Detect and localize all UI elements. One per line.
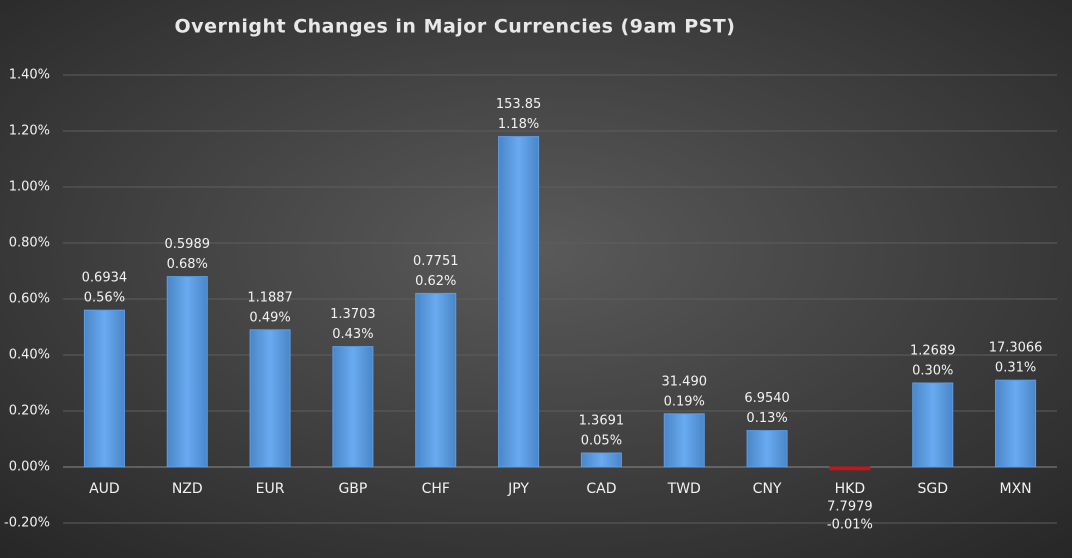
value-label: -0.01% (827, 518, 873, 533)
y-tick-label: 1.00% (9, 180, 50, 195)
y-tick-label: 1.20% (9, 124, 50, 139)
y-tick-label: -0.20% (4, 516, 50, 531)
x-tick-label: MXN (1000, 481, 1032, 497)
value-label: 0.05% (581, 434, 622, 449)
value-label: 0.56% (84, 291, 125, 306)
x-tick-label: EUR (256, 481, 285, 497)
value-label: 1.18% (498, 117, 539, 132)
x-tick-label: AUD (89, 481, 120, 497)
bar (912, 382, 954, 468)
rate-label: 0.5989 (165, 237, 211, 252)
value-label: 0.31% (995, 361, 1036, 376)
bar (995, 379, 1037, 468)
value-label: 0.30% (912, 364, 953, 379)
bar (332, 346, 374, 468)
rate-label: 0.7751 (413, 254, 459, 269)
y-tick-label: 0.40% (9, 348, 50, 363)
x-tick-label: CNY (753, 481, 782, 497)
x-tick-label: NZD (172, 481, 203, 497)
y-tick-label: 0.20% (9, 404, 50, 419)
y-tick-label: 1.40% (9, 68, 50, 83)
bar (829, 466, 871, 471)
rate-label: 31.490 (662, 374, 708, 389)
value-label: 0.49% (249, 310, 290, 325)
x-tick-label: TWD (667, 481, 701, 497)
bar (83, 309, 125, 468)
value-label: 0.68% (167, 257, 208, 272)
y-tick-label: 0.80% (9, 236, 50, 251)
rate-label: 1.2689 (910, 344, 956, 359)
x-tick-label: GBP (338, 481, 367, 497)
value-label: 0.19% (664, 394, 705, 409)
bar (415, 292, 457, 468)
bar (663, 413, 705, 468)
value-label: 0.13% (746, 411, 787, 426)
rate-label: 1.3703 (330, 307, 376, 322)
y-tick-label: 0.60% (9, 292, 50, 307)
value-label: 0.62% (415, 274, 456, 289)
rate-label: 1.1887 (247, 290, 293, 305)
rate-label: 153.85 (496, 97, 542, 112)
x-tick-label: SGD (917, 481, 948, 497)
chart-title: Overnight Changes in Major Currencies (9… (175, 16, 736, 38)
rate-label: 0.6934 (82, 271, 128, 286)
bar (498, 136, 540, 468)
x-tick-label: CHF (422, 481, 450, 497)
bar (746, 430, 788, 468)
x-tick-label: JPY (507, 481, 529, 497)
x-tick-label: HKD (835, 481, 866, 497)
rate-label: 7.7979 (827, 500, 873, 515)
rate-label: 17.3066 (989, 341, 1043, 356)
rate-label: 1.3691 (579, 414, 625, 429)
y-tick-label: 0.00% (9, 460, 50, 475)
rate-label: 6.9540 (744, 391, 790, 406)
bar (166, 276, 208, 468)
value-label: 0.43% (332, 327, 373, 342)
bar (580, 452, 622, 468)
x-tick-label: CAD (586, 481, 616, 497)
bar (249, 329, 291, 468)
